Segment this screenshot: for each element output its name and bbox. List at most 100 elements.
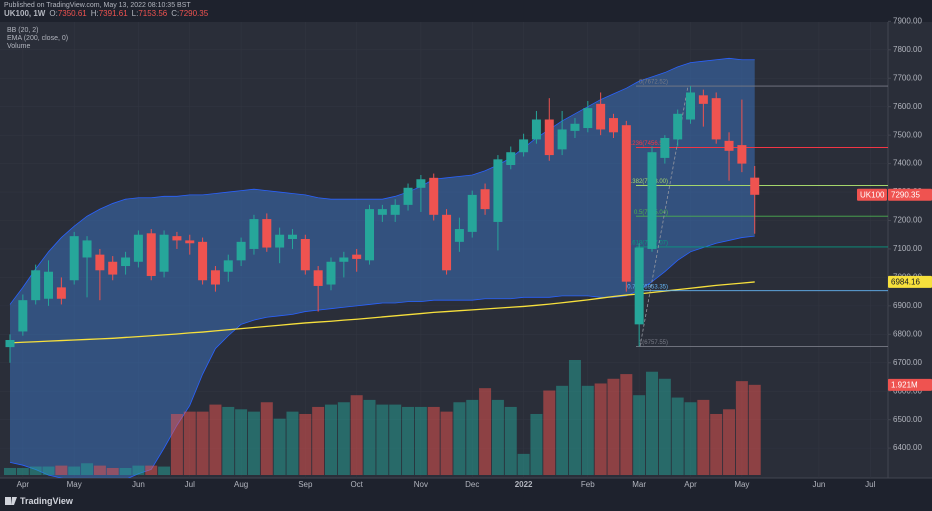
volume-bar: [440, 411, 453, 475]
candle-body: [326, 261, 336, 285]
candle-body: [121, 257, 131, 267]
candle-body: [172, 236, 182, 241]
candle-body: [69, 236, 79, 281]
bb-fill: [10, 58, 755, 478]
candle-body: [44, 271, 54, 299]
volume-bar: [453, 402, 466, 475]
volume-bar: [16, 467, 29, 475]
volume-bar: [29, 466, 42, 475]
candle-body: [300, 239, 310, 271]
candle-body: [544, 119, 554, 156]
candle-body: [198, 241, 208, 281]
candle-body: [493, 159, 503, 222]
volume-bar: [414, 406, 427, 475]
ema-tag: 6984.16: [891, 278, 920, 287]
y-tick-label: 7100.00: [893, 244, 922, 253]
candles: [5, 86, 760, 363]
candle-body: [442, 214, 452, 271]
last-price-tag: 7290.35: [891, 190, 920, 199]
volume-bar: [658, 378, 671, 475]
y-tick-label: 7400.00: [893, 159, 922, 168]
candle-body: [236, 241, 246, 261]
volume-bar: [145, 465, 158, 475]
x-tick-label: Nov: [414, 480, 428, 489]
candle-body: [737, 145, 747, 164]
volume-bar: [4, 467, 16, 475]
volume-bar: [222, 406, 235, 475]
volume-bar: [119, 467, 132, 475]
volume-bar: [620, 374, 633, 475]
ema-tag-box: [888, 275, 932, 288]
candle-body: [146, 233, 156, 276]
volume-bar: [427, 406, 440, 475]
candle-body: [249, 219, 259, 249]
x-tick-label: May: [67, 480, 82, 489]
candle-body: [365, 209, 375, 261]
volume-bar: [235, 409, 248, 475]
legend-item: EMA (200, close, 0): [7, 35, 68, 42]
volume-bar: [697, 399, 710, 475]
candle-body: [390, 204, 400, 215]
candle-body: [275, 234, 285, 248]
x-tick-label: May: [734, 480, 749, 489]
candle-body: [724, 140, 734, 151]
candle-body: [403, 187, 413, 205]
candle-body: [159, 234, 169, 272]
candle-body: [339, 257, 349, 262]
volume-bar: [158, 466, 171, 475]
fib-label: 0.236(7456.59): [627, 141, 668, 147]
y-tick-label: 7900.00: [893, 16, 922, 25]
volume-bar: [633, 395, 646, 475]
candle-body: [429, 177, 439, 215]
candle-body: [262, 219, 272, 248]
volume-bar: [132, 465, 145, 475]
fib-label: 1(6757.55): [639, 340, 668, 346]
candle-body: [711, 98, 721, 140]
volume-bar: [93, 465, 106, 475]
candle-body: [519, 139, 529, 153]
candle-body: [454, 229, 464, 242]
published: Published on TradingView.com, May 13, 20…: [4, 2, 191, 9]
y-tick-label: 7200.00: [893, 216, 922, 225]
logo-mark: [11, 497, 17, 505]
x-tick-label: Jul: [865, 480, 875, 489]
y-tick-label: 6400.00: [893, 443, 922, 452]
volume-bar: [504, 406, 517, 475]
candle-body: [82, 240, 92, 258]
ohlc-key: L:: [132, 9, 139, 18]
candle-body: [223, 260, 233, 272]
ema: [9, 281, 755, 344]
candle-body: [660, 137, 670, 158]
y-tick-label: 7600.00: [893, 102, 922, 111]
candle-body: [377, 209, 387, 215]
volume-bar: [543, 390, 556, 475]
x-tick-label: Sep: [298, 480, 313, 489]
x-tick-label: Feb: [581, 480, 595, 489]
x-tick-label: Jul: [185, 480, 195, 489]
fib-label: 0(7672.52): [639, 80, 668, 86]
x-tick-label: Oct: [350, 480, 363, 489]
volume-bar: [684, 402, 697, 475]
volume-bar: [594, 383, 607, 475]
volume-tag: 1.921M: [891, 380, 918, 389]
candle-body: [698, 95, 708, 104]
ohlc-value: 7350.61: [58, 9, 87, 18]
volume-bar: [389, 404, 402, 475]
candle-body: [531, 119, 541, 140]
y-tick-label: 7500.00: [893, 130, 922, 139]
volume-bar: [556, 385, 569, 475]
volume-bar: [671, 397, 684, 475]
volume-bar: [402, 406, 415, 475]
volume-bar: [646, 371, 658, 475]
candle-body: [313, 270, 323, 286]
volume-bar: [42, 466, 55, 475]
x-tick-label: 2022: [515, 480, 533, 489]
candle-body: [583, 108, 593, 129]
volume-bar: [517, 453, 530, 475]
volume-bar: [350, 395, 363, 475]
candle-body: [352, 254, 362, 259]
candle-body: [596, 103, 606, 130]
y-tick-label: 6800.00: [893, 329, 922, 338]
